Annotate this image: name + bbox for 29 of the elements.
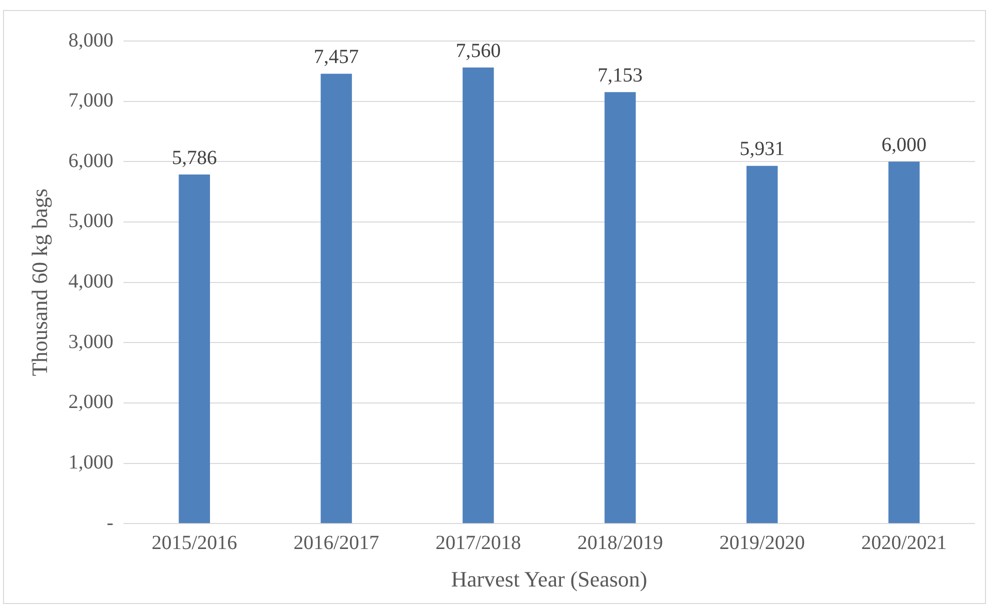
bar bbox=[604, 92, 636, 524]
data-label: 7,560 bbox=[456, 40, 501, 62]
x-axis-title: Harvest Year (Season) bbox=[451, 566, 648, 592]
y-tick-label: 4,000 bbox=[68, 270, 114, 293]
y-tick-label: 1,000 bbox=[68, 452, 114, 474]
y-tick-label: 2,000 bbox=[68, 391, 114, 414]
y-tick-label: - bbox=[106, 512, 114, 534]
bar bbox=[320, 74, 352, 524]
y-axis-title: Thousand 60 kg bags bbox=[26, 188, 52, 376]
bar bbox=[746, 166, 778, 524]
y-tick-label: 7,000 bbox=[68, 90, 114, 112]
y-tick-label: 3,000 bbox=[68, 330, 114, 353]
x-tick-label: 2017/2018 bbox=[435, 532, 522, 554]
x-tick-label: 2018/2019 bbox=[577, 532, 663, 554]
y-tick-label: 6,000 bbox=[68, 150, 114, 172]
data-label: 7,153 bbox=[598, 64, 643, 86]
bar bbox=[178, 174, 210, 524]
data-label: 5,931 bbox=[740, 138, 785, 160]
bar bbox=[888, 162, 920, 524]
x-tick-label: 2016/2017 bbox=[294, 532, 380, 554]
x-tick-label: 2019/2020 bbox=[719, 532, 805, 554]
x-tick-label: 2020/2021 bbox=[861, 532, 947, 554]
bar bbox=[462, 68, 494, 524]
data-label: 6,000 bbox=[882, 134, 927, 156]
y-tick-label: 5,000 bbox=[68, 210, 114, 232]
data-label: 5,786 bbox=[172, 146, 217, 169]
x-tick-label: 2015/2016 bbox=[152, 532, 238, 554]
data-label: 7,457 bbox=[314, 46, 359, 68]
y-tick-label: 8,000 bbox=[68, 29, 114, 52]
